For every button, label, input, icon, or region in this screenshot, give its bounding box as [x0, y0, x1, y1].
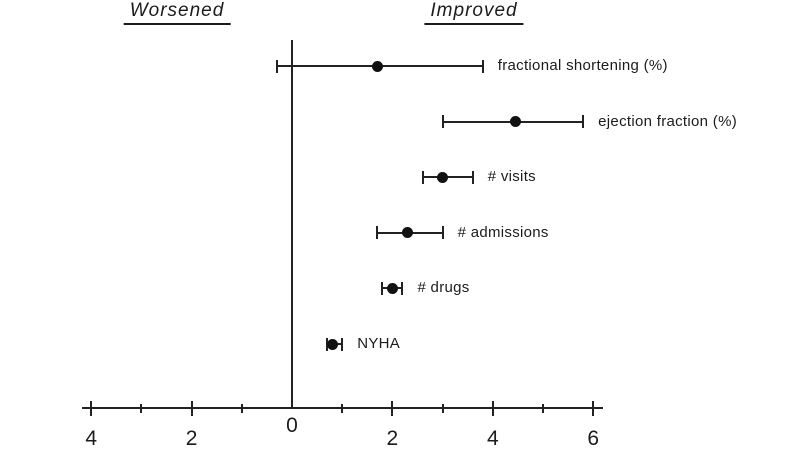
zero-line — [291, 40, 293, 409]
ci-cap-left — [441, 115, 444, 129]
point-estimate-dot — [437, 171, 449, 183]
point-estimate-dot — [401, 227, 413, 239]
x-axis-tick — [190, 400, 193, 416]
ci-cap-right — [441, 226, 444, 240]
series-label: NYHA — [357, 335, 401, 353]
point-estimate-dot — [326, 338, 338, 350]
x-axis-tick — [592, 400, 595, 416]
x-axis-tick — [240, 403, 243, 413]
series-label: fractional shortening (%) — [497, 57, 668, 75]
x-axis-tick-label: 6 — [587, 427, 600, 450]
worsened-header: Worsened — [123, 0, 231, 25]
series-label: # admissions — [457, 223, 549, 241]
x-axis-tick-label: 0 — [286, 414, 298, 437]
ci-cap-right — [341, 337, 344, 351]
x-axis-tick — [491, 400, 494, 416]
ci-cap-left — [275, 59, 278, 73]
x-axis-tick-label: 4 — [85, 427, 98, 450]
x-axis-tick — [441, 403, 444, 413]
ci-cap-right — [481, 59, 484, 73]
x-axis-tick — [542, 403, 544, 413]
x-axis-tick — [140, 403, 143, 413]
ci-cap-right — [582, 115, 585, 129]
point-estimate-dot — [386, 282, 398, 294]
ci-cap-right — [471, 170, 474, 184]
point-estimate-dot — [371, 60, 383, 72]
ci-cap-left — [381, 281, 384, 295]
ci-cap-left — [421, 170, 424, 184]
series-label: ejection fraction (%) — [598, 112, 738, 130]
improved-header: Improved — [424, 0, 524, 25]
ci-cap-left — [376, 226, 379, 240]
series-label: # drugs — [417, 279, 470, 297]
x-axis-tick — [391, 400, 394, 416]
series-label: # visits — [487, 168, 536, 186]
point-estimate-dot — [509, 116, 521, 128]
x-axis-tick — [341, 403, 344, 413]
ci-cap-right — [401, 281, 404, 295]
x-axis-tick — [90, 400, 93, 416]
x-axis-tick-label: 2 — [185, 427, 198, 450]
x-axis-tick-label: 2 — [386, 427, 399, 450]
x-axis-tick-label: 4 — [486, 427, 499, 450]
